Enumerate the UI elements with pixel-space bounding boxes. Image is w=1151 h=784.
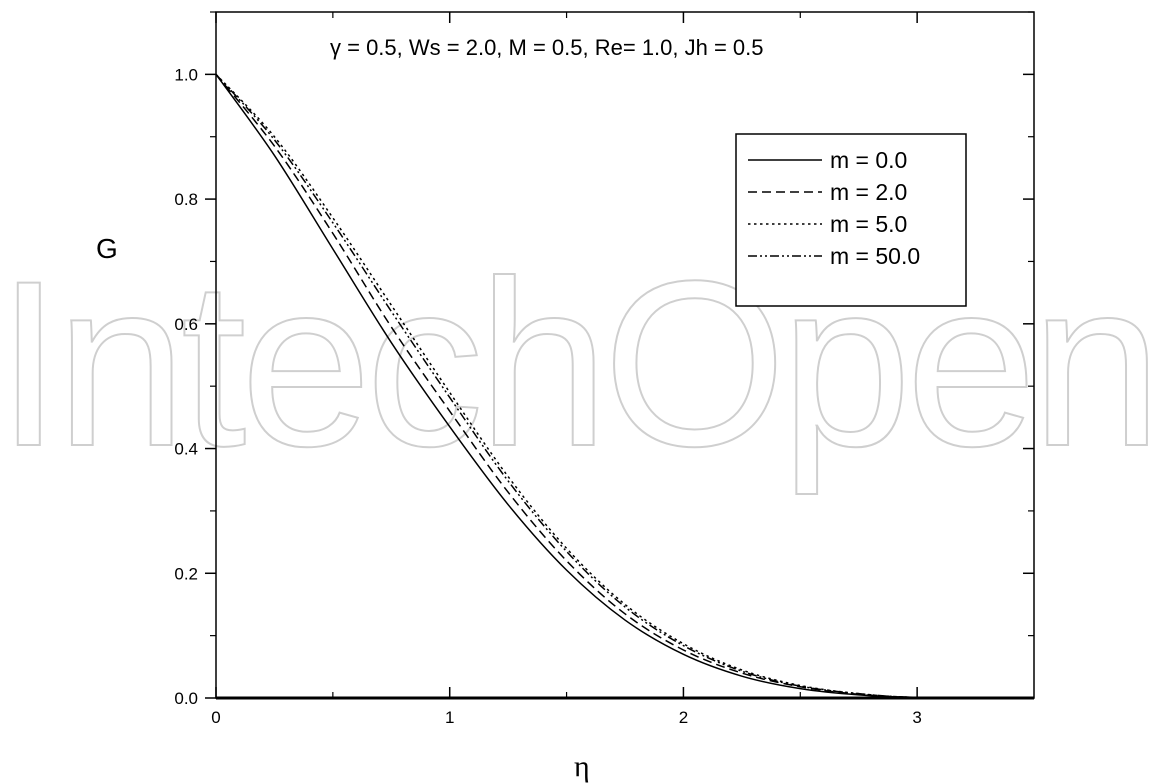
legend-box [735, 133, 967, 307]
y-tick-label: 0.0 [174, 689, 198, 708]
x-tick-label: 1 [445, 708, 454, 727]
y-tick-label: 0.8 [174, 190, 198, 209]
legend-label-3: m = 5.0 [830, 211, 907, 237]
series-line-2 [215, 73, 1035, 699]
y-tick-label: 0.6 [174, 315, 198, 334]
series-line-1 [215, 73, 1035, 699]
x-tick-label: 2 [679, 708, 688, 727]
legend-label-1: m = 0.0 [830, 147, 907, 173]
x-tick-label: 0 [211, 708, 220, 727]
parameter-annotation: γ = 0.5, Ws = 2.0, M = 0.5, Re= 1.0, Jh … [330, 35, 764, 60]
y-tick-label: 0.2 [174, 564, 198, 583]
legend: m = 0.0 m = 2.0 m = 5.0 m = 50.0 [735, 133, 967, 307]
series-line-4 [215, 73, 1035, 699]
x-tick-label: 3 [912, 708, 921, 727]
series-layer [215, 73, 1035, 699]
watermark-text: IntechOpen [0, 232, 1151, 496]
x-axis-title: η [574, 750, 590, 783]
y-axis-title: G [96, 233, 118, 264]
legend-label-4: m = 50.0 [830, 243, 920, 269]
axis-ticks: 0 1 2 3 0.0 0.2 0.4 0.6 0.8 1.0 [174, 11, 1034, 727]
y-tick-label: 1.0 [174, 65, 198, 84]
y-tick-label: 0.4 [174, 440, 198, 459]
legend-label-2: m = 2.0 [830, 179, 907, 205]
